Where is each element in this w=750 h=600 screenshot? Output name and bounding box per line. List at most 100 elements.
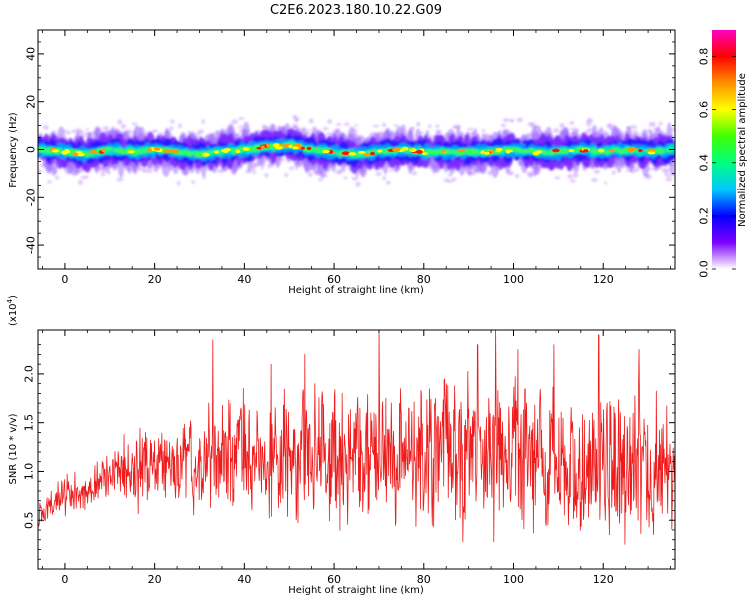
- spectrogram-hotspot: [292, 146, 299, 150]
- spectrogram-speckle: [196, 132, 202, 136]
- spectrogram-hotspot: [376, 149, 383, 153]
- spectrogram-speckle: [292, 124, 298, 128]
- spectrogram-cell: [120, 151, 127, 155]
- spectrogram-y-tick-label-2: 0: [25, 146, 38, 153]
- spectrogram-speckle: [591, 177, 598, 183]
- spectrogram-speckle: [169, 119, 175, 124]
- snr-ticks: 0 20 40 60 80 100 120 0.5 1.0 1.5 2.0: [23, 330, 675, 586]
- snr-y-axis-label: SNR (10 * v/v): [8, 413, 19, 484]
- spectrogram-hotspot: [609, 149, 615, 153]
- spectrogram-x-tick-label-1: 20: [148, 273, 162, 286]
- spectrogram-speckle: [307, 172, 313, 177]
- snr-y-tick-label-1: 1.0: [23, 463, 36, 481]
- spectrogram-speckle: [326, 132, 331, 136]
- spectrogram-speckle: [78, 179, 84, 185]
- spectrogram-cell: [589, 149, 599, 152]
- spectrogram-speckle: [307, 129, 312, 132]
- spectrogram-speckle: [288, 166, 295, 170]
- spectrogram-hotspot: [598, 148, 605, 153]
- spectrogram-speckle: [633, 168, 640, 172]
- spectrogram-speckle: [586, 119, 594, 123]
- spectrogram-hotspot: [409, 148, 417, 153]
- spectrogram-hotspot: [638, 149, 643, 153]
- snr-multiplier: (x104): [6, 295, 19, 326]
- spectrogram-hotspot: [101, 148, 106, 153]
- spectrogram-hotspot: [165, 149, 171, 153]
- snr-x-tick-label-5: 100: [503, 573, 524, 586]
- spectrogram-hotspot: [242, 147, 250, 151]
- spectrogram-speckle: [510, 119, 515, 123]
- spectrogram-cell: [311, 147, 318, 150]
- spectrogram-speckle: [572, 172, 579, 178]
- spectrogram-hotspot: [223, 148, 231, 152]
- spectrogram-x-axis-label: Height of straight line (km): [288, 285, 424, 296]
- spectrogram-speckle: [500, 123, 507, 128]
- spectrogram-speckle: [451, 177, 457, 182]
- spectrogram-cell: [602, 151, 612, 154]
- spectrogram-cell: [175, 152, 184, 155]
- spectrogram-hotspot: [495, 147, 503, 152]
- spectrogram-hotspot: [421, 152, 428, 155]
- spectrogram-speckle: [671, 127, 675, 132]
- snr-x-tick-label-6: 120: [593, 573, 614, 586]
- spectrogram-hotspot: [65, 150, 71, 154]
- spectrogram-x-tick-label-3: 60: [327, 273, 341, 286]
- snr-y-tick-label-3: 2.0: [23, 365, 36, 383]
- spectrogram-y-axis-label: Frequency (Hz): [8, 112, 19, 188]
- colorbar-tick-label-4: 0.8: [698, 48, 711, 66]
- colorbar: 0.0 0.2 0.4 0.6 0.8 Normalized spectral ampl…: [698, 30, 748, 278]
- spectrogram-speckle: [559, 123, 565, 129]
- spectrogram-speckle: [569, 121, 575, 125]
- spectrogram-speckle: [63, 129, 68, 133]
- spectrogram-cell: [68, 148, 75, 152]
- spectrogram-speckle: [652, 121, 656, 127]
- colorbar-tick-label-2: 0.4: [698, 154, 711, 172]
- spectrogram-cell: [104, 146, 113, 150]
- colorbar-tick-label-1: 0.2: [698, 207, 711, 225]
- snr-x-axis-label: Height of straight line (km): [288, 585, 424, 596]
- spectrogram-hotspot: [348, 152, 357, 156]
- spectrogram-cell: [656, 149, 664, 153]
- spectrogram-hotspot: [552, 148, 560, 153]
- colorbar-tick-label-3: 0.6: [698, 101, 711, 119]
- spectrogram-hotspot: [153, 147, 161, 151]
- spectrogram-speckle: [38, 169, 42, 174]
- spectrogram-x-tick-label-5: 100: [503, 273, 524, 286]
- spectrogram-hotspot: [506, 149, 513, 153]
- spectrogram-hotspots: [50, 143, 656, 157]
- spectrogram-hotspot: [51, 149, 60, 153]
- spectrogram-speckle: [435, 130, 442, 135]
- spectrogram-speckle: [554, 176, 561, 180]
- spectrogram-speckle: [355, 181, 361, 187]
- spectrogram-speckle: [632, 130, 638, 134]
- spectrogram-speckle: [412, 171, 417, 176]
- spectrogram-hotspot: [321, 149, 330, 154]
- spectrogram-speckle: [322, 127, 329, 131]
- spectrogram-speckle: [393, 124, 398, 127]
- spectrogram-cell: [186, 151, 192, 154]
- spectrogram-y-tick-label-1: -20: [25, 188, 38, 206]
- spectrogram-speckle: [664, 170, 668, 176]
- spectrogram-x-tick-label-2: 40: [237, 273, 251, 286]
- spectrogram-hotspot: [568, 149, 575, 153]
- spectrogram-speckle: [351, 176, 359, 181]
- spectrogram-y-tick-label-3: 20: [25, 95, 38, 109]
- spectrogram-hotspot: [202, 152, 210, 157]
- spectrogram-speckle: [335, 122, 342, 126]
- spectrogram-hotspot: [629, 147, 638, 151]
- spectrogram-speckle: [416, 121, 421, 127]
- colorbar-ticks: 0.0 0.2 0.4 0.6 0.8: [698, 48, 736, 278]
- spectrogram-speckle: [514, 174, 520, 178]
- spectrogram-panel: 0 20 40 60 80 100 120 -40 -20 0 20 40 Height of str…: [8, 29, 676, 296]
- spectrogram-speckle: [466, 127, 474, 131]
- spectrogram-speckle: [487, 170, 493, 176]
- spectrogram-speckle: [604, 181, 608, 185]
- snr-y-tick-label-2: 1.5: [23, 414, 36, 432]
- spectrogram-speckle: [327, 119, 333, 124]
- spectrogram-speckle: [117, 119, 123, 125]
- spectrogram-speckle: [648, 121, 654, 127]
- spectrogram-hotspot: [300, 146, 305, 150]
- spectrogram-speckle: [382, 176, 386, 181]
- spectrogram-cell: [469, 149, 479, 152]
- spectrogram-speckle: [526, 171, 534, 177]
